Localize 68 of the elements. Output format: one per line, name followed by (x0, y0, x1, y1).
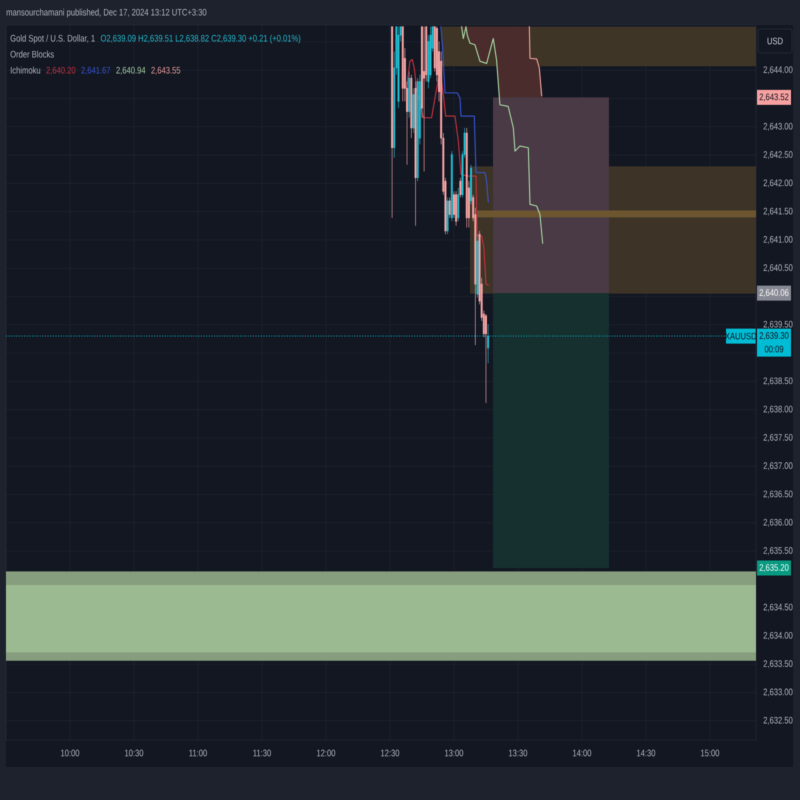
y-tick-label: 2,633.50 (764, 660, 793, 668)
y-tick-label: 2,640.50 (764, 264, 793, 272)
y-tick-label: 2,636.00 (764, 518, 793, 527)
candlestick (466, 128, 468, 228)
candlestick (398, 26, 400, 108)
x-tick-label: 11:30 (253, 750, 271, 756)
y-tick-label: 2,644.00 (764, 66, 793, 74)
candlestick (487, 324, 490, 364)
x-tick-label: 10:30 (125, 750, 144, 756)
x-tick-label: 13:30 (509, 750, 528, 756)
candlestick (459, 177, 462, 198)
x-tick-label: 11:00 (189, 750, 207, 756)
y-tick-label: 2,638.50 (764, 377, 793, 386)
y-tick-label: 2,634.50 (764, 604, 793, 612)
annotation: 2,640.06 (760, 289, 788, 298)
legend-title: Ichimoku (10, 66, 40, 74)
candlestick (408, 71, 410, 118)
y-tick-label: 2,633.00 (764, 688, 793, 696)
x-tick-label: 15:00 (701, 750, 720, 756)
text: 00:09 (764, 346, 784, 352)
annotation: 2,643.52 (760, 93, 788, 102)
y-tick-label: 2,632.50 (764, 716, 793, 725)
candlestick (414, 81, 417, 226)
y-tick-label: 2,635.50 (764, 547, 793, 555)
candlestick (446, 197, 449, 235)
y-tick-label: 2,642.00 (764, 179, 793, 188)
y-axis-title: USD (768, 38, 783, 44)
line-series (528, 26, 542, 96)
annotation: 2,635.20 (760, 564, 789, 572)
candlestick (455, 190, 458, 226)
candlestick (410, 74, 412, 138)
candlestick (448, 197, 451, 218)
x-tick-label: 12:00 (317, 750, 336, 756)
y-tick-label: 2,643.00 (764, 122, 793, 131)
annotation: Order Blocks (10, 50, 54, 58)
y-tick-label: 2,641.50 (764, 208, 793, 216)
x-tick-label: 14:00 (573, 750, 592, 756)
candlestick (412, 88, 414, 134)
text: 2,643.55 (151, 66, 180, 75)
text: 2,639.30 (760, 332, 789, 340)
y-tick-label: 2,637.50 (764, 434, 793, 442)
candlestick (470, 164, 472, 205)
x-tick-label: 14:30 (637, 750, 656, 756)
x-tick-label: 13:00 (445, 750, 464, 756)
text: 2,640.20 (46, 66, 76, 75)
candlestick (484, 314, 487, 404)
text: 2,640.94 (116, 66, 146, 75)
y-tick-label: 2,642.50 (764, 151, 793, 160)
candlestick (476, 234, 478, 298)
candlestick (391, 26, 394, 218)
line-series (406, 58, 489, 286)
y-tick-label: 2,636.50 (764, 490, 793, 498)
y-tick-label: 2,641.00 (764, 236, 793, 244)
candlestick (402, 26, 404, 102)
x-tick-label: 12:30 (381, 750, 400, 756)
candlestick (416, 78, 419, 182)
annotation: O2,639.09 H2,639.51 L2,638.82 C2,639.30 +0.21 (+0.01%) (100, 34, 300, 44)
line-series (440, 26, 489, 203)
y-tick-label: 2,634.00 (764, 632, 793, 640)
y-tick-label: 2,637.00 (764, 462, 793, 470)
chart-subtitle: mansourchamani published, Dec 17, 2024 13:12 UTC+3:30 (6, 8, 206, 18)
candlestick (457, 188, 460, 222)
text: Gold Spot / U.S. Dollar, 1 (10, 34, 95, 44)
x-tick-label: 10:00 (61, 750, 80, 756)
candlestick (450, 150, 453, 222)
y-tick-label: 2,639.50 (764, 320, 793, 329)
text: 2,641.67 (81, 66, 110, 75)
y-tick-label: 2,638.00 (764, 406, 793, 414)
